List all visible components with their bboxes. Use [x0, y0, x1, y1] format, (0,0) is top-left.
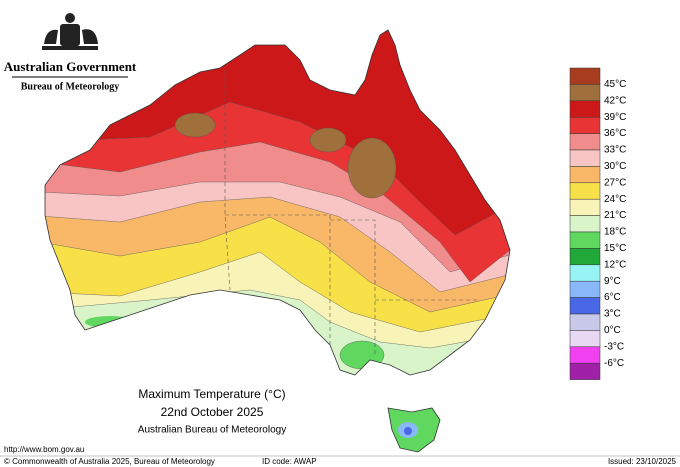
legend-label: 42°C	[604, 95, 626, 106]
hot-zone	[309, 127, 347, 153]
legend-swatch	[569, 231, 601, 249]
legend-swatch	[569, 215, 601, 233]
legend-label: 24°C	[604, 194, 626, 205]
legend-label: 18°C	[604, 227, 626, 238]
legend-swatch	[569, 182, 601, 200]
legend-swatch	[569, 264, 601, 282]
footer-url: http://www.bom.gov.au	[4, 445, 84, 454]
government-name: Australian Government	[4, 59, 137, 74]
legend-swatch	[569, 346, 601, 364]
legend-label: 12°C	[604, 259, 626, 270]
footer-id-code: ID code: AWAP	[262, 457, 317, 466]
map-source: Australian Bureau of Meteorology	[138, 425, 286, 436]
legend-swatch	[569, 297, 601, 315]
legend-label: 3°C	[604, 309, 621, 320]
state-borders	[224, 70, 480, 355]
legend-swatch	[569, 362, 601, 380]
legend-label: -3°C	[604, 341, 624, 352]
legend-swatch	[569, 198, 601, 216]
bureau-name: Bureau of Meteorology	[21, 81, 120, 92]
coastline	[44, 29, 511, 376]
legend-swatch	[569, 330, 601, 348]
legend: 45°C 42°C 39°C 36°C 33°C 30°C 27°C 24°C 21°C 18°C…	[569, 67, 626, 380]
legend-swatch	[569, 149, 601, 167]
legend-label: 45°C	[604, 79, 626, 90]
legend-label: -6°C	[604, 358, 624, 369]
legend-swatch	[569, 67, 601, 85]
legend-swatch	[569, 84, 601, 102]
legend-label: 27°C	[604, 177, 626, 188]
footer-issued: Issued: 23/10/2025	[608, 457, 677, 466]
cool-zone	[339, 340, 385, 370]
legend-swatch	[569, 313, 601, 331]
legend-label: 36°C	[604, 128, 626, 139]
footer-copyright: © Commonwealth of Australia 2025, Bureau…	[4, 457, 215, 466]
legend-label: 6°C	[604, 292, 621, 303]
legend-label: 0°C	[604, 325, 621, 336]
legend-label: 21°C	[604, 210, 626, 221]
coat-of-arms	[42, 13, 98, 50]
legend-swatch	[569, 248, 601, 266]
hot-zone	[347, 137, 397, 199]
hot-zone	[174, 112, 216, 138]
map-date: 22nd October 2025	[161, 405, 264, 419]
legend-label: 9°C	[604, 276, 621, 287]
legend-label: 33°C	[604, 145, 626, 156]
legend-swatch	[569, 116, 601, 134]
legend-swatch	[569, 100, 601, 118]
legend-swatch	[569, 280, 601, 298]
map-title: Maximum Temperature (°C)	[138, 387, 285, 401]
legend-label: 15°C	[604, 243, 626, 254]
tasmania	[387, 407, 441, 453]
legend-label: 39°C	[604, 112, 626, 123]
legend-label: 30°C	[604, 161, 626, 172]
legend-swatch	[569, 133, 601, 151]
tasmania-cold	[404, 427, 412, 435]
legend-swatch	[569, 166, 601, 184]
